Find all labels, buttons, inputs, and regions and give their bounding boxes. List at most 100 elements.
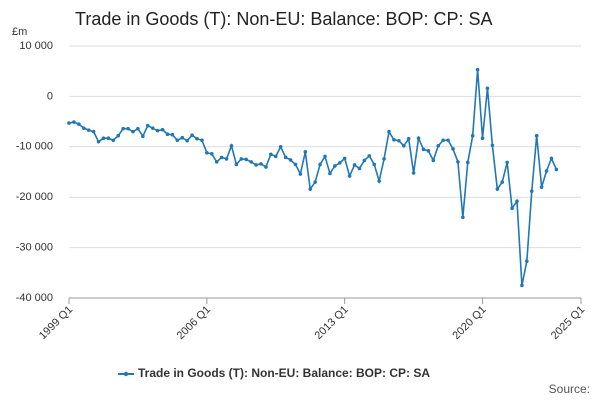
data-point xyxy=(244,157,249,162)
data-point xyxy=(81,126,86,130)
data-point xyxy=(525,259,529,264)
data-point xyxy=(485,86,490,91)
data-point xyxy=(308,187,313,191)
data-point xyxy=(205,151,209,155)
data-point xyxy=(377,179,381,183)
legend-label: Trade in Goods (T): Non-EU: Balance: BOP… xyxy=(138,366,430,380)
x-tick-label: 2025 Q1 xyxy=(549,304,587,342)
data-point xyxy=(229,143,234,148)
data-point xyxy=(293,162,298,167)
data-point xyxy=(264,165,268,169)
data-point xyxy=(234,162,239,167)
data-point xyxy=(155,128,160,133)
data-point xyxy=(224,157,229,161)
data-point xyxy=(278,145,283,149)
data-point xyxy=(357,166,362,171)
data-point xyxy=(165,132,170,136)
data-point xyxy=(254,163,258,167)
data-point xyxy=(475,67,480,72)
data-point xyxy=(219,155,224,160)
data-point xyxy=(515,199,519,204)
data-point xyxy=(500,180,505,184)
data-point xyxy=(86,128,91,132)
data-point xyxy=(121,126,125,131)
data-point xyxy=(362,158,367,163)
source: Source: xyxy=(549,382,590,396)
data-point xyxy=(465,160,470,165)
data-point xyxy=(337,161,342,165)
data-point xyxy=(495,187,500,191)
series-line xyxy=(68,69,558,286)
data-point xyxy=(72,120,76,124)
data-point xyxy=(190,133,194,138)
legend-marker xyxy=(123,371,129,377)
data-point xyxy=(160,127,165,132)
x-tick-label: 2013 Q1 xyxy=(313,304,351,342)
data-point xyxy=(96,139,101,144)
data-point xyxy=(283,155,288,160)
data-point xyxy=(520,283,524,288)
data-point xyxy=(313,180,317,184)
data-point xyxy=(67,121,71,125)
data-point xyxy=(145,123,150,128)
y-unit: £m xyxy=(12,26,27,38)
data-point xyxy=(111,138,116,143)
data-point xyxy=(505,160,509,165)
data-point xyxy=(426,149,431,153)
chart-title: Trade in Goods (T): Non-EU: Balance: BOP… xyxy=(75,9,493,29)
data-point xyxy=(342,156,347,161)
data-point xyxy=(554,167,559,172)
data-point xyxy=(382,157,386,161)
data-point xyxy=(392,137,396,142)
y-tick-label: 0 xyxy=(47,90,53,102)
data-point xyxy=(456,160,460,164)
x-tick-label: 2006 Q1 xyxy=(175,304,213,342)
data-point xyxy=(175,138,180,143)
data-point xyxy=(77,122,81,126)
data-point xyxy=(421,147,426,152)
data-point xyxy=(461,215,465,220)
y-tick-label: 10 000 xyxy=(19,40,53,52)
data-point xyxy=(323,154,327,159)
data-point xyxy=(249,160,253,164)
data-point xyxy=(431,158,436,163)
data-point xyxy=(126,126,130,131)
data-point xyxy=(116,133,121,138)
data-point xyxy=(180,135,185,140)
data-point xyxy=(259,162,263,166)
data-point xyxy=(185,138,189,143)
data-point xyxy=(549,156,554,161)
y-tick-label: -30 000 xyxy=(16,242,53,254)
data-point xyxy=(209,152,214,156)
data-point xyxy=(539,185,544,189)
data-point xyxy=(141,134,145,139)
data-point xyxy=(347,174,352,178)
data-point xyxy=(333,164,337,168)
y-tick-label: -40 000 xyxy=(16,292,53,304)
data-point xyxy=(328,171,332,176)
data-point xyxy=(436,143,441,148)
data-point xyxy=(91,129,96,134)
data-point xyxy=(150,126,155,130)
data-point xyxy=(544,169,549,173)
data-point xyxy=(510,206,514,211)
data-point xyxy=(367,154,372,158)
data-point xyxy=(470,133,475,138)
data-point xyxy=(170,132,175,137)
data-point xyxy=(131,129,135,134)
data-point xyxy=(318,162,322,167)
data-point xyxy=(273,154,278,159)
data-point xyxy=(416,136,421,141)
data-point xyxy=(372,162,377,167)
data-point xyxy=(401,143,406,148)
data-point xyxy=(195,136,199,141)
data-point xyxy=(490,143,495,148)
data-point xyxy=(406,136,411,141)
data-point xyxy=(387,129,391,134)
data-point xyxy=(101,136,106,141)
data-point xyxy=(214,160,219,164)
data-point xyxy=(397,138,401,143)
data-point xyxy=(411,171,416,175)
